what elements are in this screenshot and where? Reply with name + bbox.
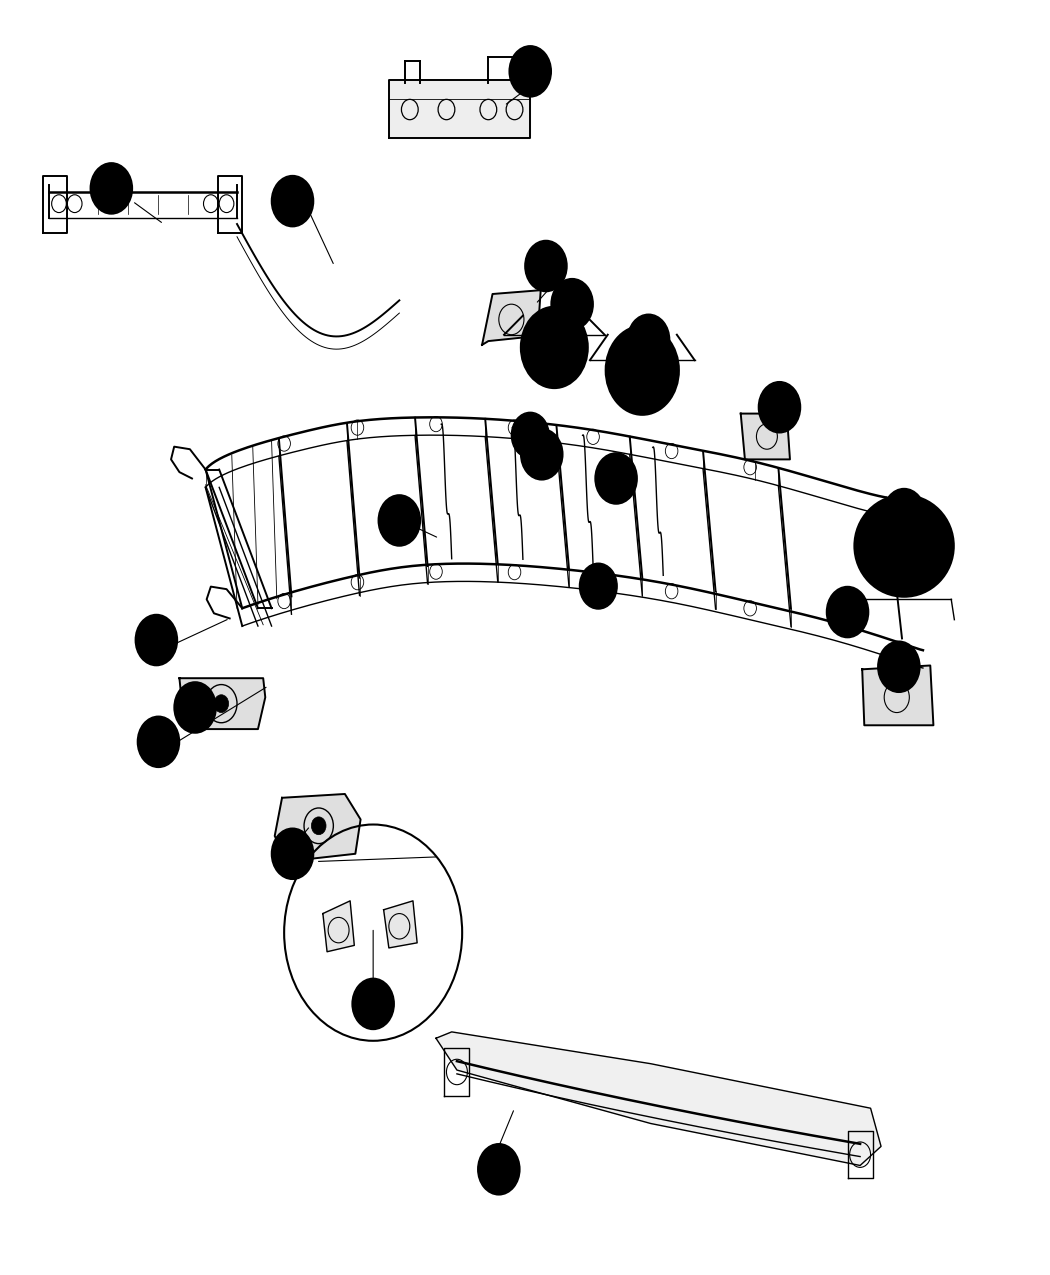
Text: 17: 17	[282, 847, 302, 862]
Circle shape	[509, 46, 551, 97]
Circle shape	[174, 682, 216, 733]
Polygon shape	[275, 794, 360, 862]
Circle shape	[538, 328, 571, 367]
Circle shape	[521, 307, 588, 388]
Circle shape	[478, 1144, 520, 1195]
Polygon shape	[740, 413, 790, 459]
Text: 18: 18	[521, 64, 540, 79]
Text: 6: 6	[644, 333, 653, 347]
Text: 12: 12	[363, 996, 383, 1011]
Circle shape	[857, 539, 867, 552]
Circle shape	[878, 641, 920, 692]
Circle shape	[214, 695, 229, 713]
Text: 19: 19	[147, 632, 166, 648]
Circle shape	[899, 499, 909, 511]
Circle shape	[272, 829, 314, 880]
Polygon shape	[180, 678, 266, 729]
Circle shape	[899, 580, 909, 593]
Circle shape	[626, 349, 659, 390]
Circle shape	[580, 564, 617, 609]
Text: 3: 3	[541, 259, 551, 274]
Circle shape	[90, 163, 132, 214]
Text: 5: 5	[567, 297, 576, 311]
Text: 4: 4	[288, 194, 297, 209]
Circle shape	[378, 495, 420, 546]
Circle shape	[941, 539, 951, 552]
Text: 1: 1	[153, 734, 164, 750]
Circle shape	[272, 176, 314, 227]
Circle shape	[511, 412, 549, 458]
Polygon shape	[323, 901, 354, 951]
Circle shape	[525, 241, 567, 292]
Circle shape	[551, 279, 593, 330]
Circle shape	[889, 528, 919, 564]
Polygon shape	[383, 901, 417, 947]
Polygon shape	[436, 1031, 881, 1165]
Circle shape	[135, 615, 177, 666]
Text: 10: 10	[607, 470, 626, 486]
Text: 9: 9	[899, 506, 909, 521]
Text: 14: 14	[489, 1162, 508, 1177]
Polygon shape	[862, 666, 933, 725]
Text: 13: 13	[889, 659, 908, 674]
Circle shape	[628, 315, 670, 365]
Circle shape	[521, 428, 563, 479]
Polygon shape	[482, 291, 541, 346]
Text: 2: 2	[106, 181, 117, 196]
Polygon shape	[388, 80, 530, 138]
Circle shape	[883, 488, 925, 539]
Circle shape	[606, 326, 679, 414]
Text: 7: 7	[843, 604, 853, 620]
Circle shape	[352, 978, 394, 1029]
Circle shape	[826, 586, 868, 638]
Text: 8: 8	[190, 700, 200, 715]
Text: 16: 16	[770, 400, 790, 414]
Circle shape	[758, 381, 800, 432]
Text: 15: 15	[532, 446, 551, 462]
Circle shape	[312, 817, 327, 835]
Circle shape	[138, 717, 180, 768]
Text: 11: 11	[390, 513, 408, 528]
Ellipse shape	[855, 495, 953, 597]
Circle shape	[595, 453, 637, 504]
